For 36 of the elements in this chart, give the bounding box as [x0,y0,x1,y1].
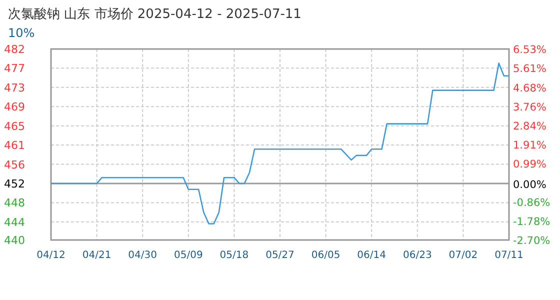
x-tick-label: 04/30 [128,250,158,261]
y-tick-label: 482 [4,43,25,56]
x-tick-label: 07/02 [448,250,478,261]
y2-tick-label: -1.78% [513,216,550,228]
y-tick-label: 448 [4,196,25,210]
y-tick-label: 456 [4,158,25,172]
y-tick-label: 440 [4,234,25,247]
x-tick-label: 04/12 [36,250,66,261]
y2-tick-label: 6.53% [513,44,546,56]
y2-tick-label: 2.84% [513,120,546,132]
x-tick-label: 06/23 [402,250,432,261]
chart-subtitle: 10% [8,26,35,40]
x-tick-label: 06/05 [311,250,340,261]
y2-tick-label: 5.61% [513,63,546,76]
y2-tick-label: -0.86% [513,196,550,209]
y2-tick-label: -2.70% [513,235,550,247]
y2-tick-label: 0.99% [513,158,546,171]
y2-tick-label: 3.76% [513,101,546,114]
x-tick-label: 05/18 [220,250,249,261]
x-tick-label: 05/09 [174,250,203,261]
y-tick-label: 465 [4,120,25,133]
x-tick-label: 04/21 [82,250,112,261]
y2-tick-label: 4.68% [513,82,546,94]
y-tick-label: 477 [4,62,25,76]
y-tick-label: 473 [4,81,25,94]
y2-tick-label: 1.91% [513,140,546,152]
line-series [50,62,510,224]
x-tick-label: 06/14 [357,250,386,261]
y2-tick-label: 0.00% [513,179,546,192]
x-tick-label: 07/11 [494,250,524,261]
x-tick-label: 05/27 [266,250,294,261]
y-tick-label: 444 [4,216,25,229]
y-tick-label: 461 [4,139,25,152]
chart-title: 次氯酸钠 山东 市场价 2025-04-12 - 2025-07-11 [8,7,302,22]
y-tick-label: 469 [4,100,25,114]
y-tick-label: 452 [4,177,25,190]
